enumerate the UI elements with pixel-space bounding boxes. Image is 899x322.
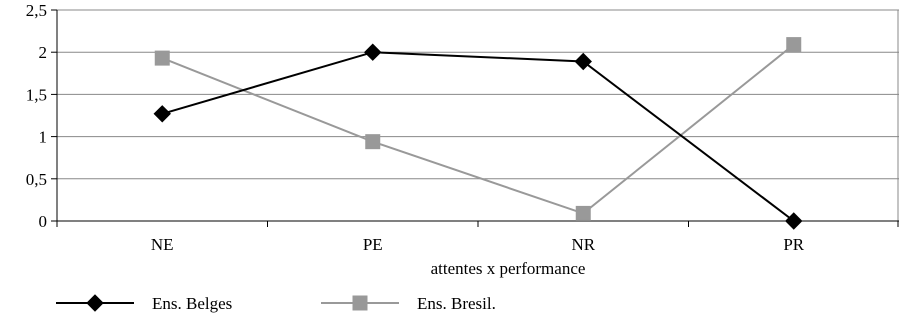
x-tick-label: PE — [363, 235, 383, 254]
y-axis-ticks: 0 0,5 1 1,5 2 2,5 — [26, 1, 57, 231]
legend: Ens. Belges Ens. Bresil. — [56, 294, 496, 313]
series-1 — [153, 43, 803, 230]
y-tick-label: 1,5 — [26, 85, 47, 104]
data-point — [575, 205, 591, 221]
legend-item: Ens. Bresil. — [321, 294, 496, 313]
legend-item: Ens. Belges — [56, 294, 232, 313]
series-line — [161, 51, 795, 222]
y-tick-label: 2,5 — [26, 1, 47, 20]
gridlines — [57, 9, 899, 180]
series-line — [161, 43, 795, 215]
data-point — [574, 52, 592, 71]
legend-label: Ens. Belges — [152, 294, 232, 313]
data-point — [786, 37, 802, 53]
legend-marker — [352, 295, 368, 311]
data-point — [364, 43, 382, 61]
x-axis-title: attentes x performance — [431, 259, 586, 278]
legend-label: Ens. Bresil. — [417, 294, 496, 313]
plot-area-border — [56, 9, 899, 222]
data-point — [153, 105, 171, 123]
axes — [56, 9, 899, 222]
x-tick-label: NE — [151, 235, 174, 254]
x-tick-label: PR — [783, 235, 804, 254]
series-layer — [153, 37, 803, 230]
data-point — [365, 134, 381, 150]
y-tick-label: 2 — [39, 43, 48, 62]
data-point — [785, 212, 803, 230]
data-point — [154, 50, 170, 66]
legend-marker — [86, 294, 104, 312]
y-tick-label: 0 — [39, 212, 48, 231]
x-axis-ticks: NE PE NR PR — [56, 221, 899, 254]
y-tick-label: 1 — [39, 128, 48, 147]
series-2 — [154, 37, 802, 221]
x-tick-label: NR — [571, 235, 595, 254]
y-tick-label: 0,5 — [26, 170, 47, 189]
